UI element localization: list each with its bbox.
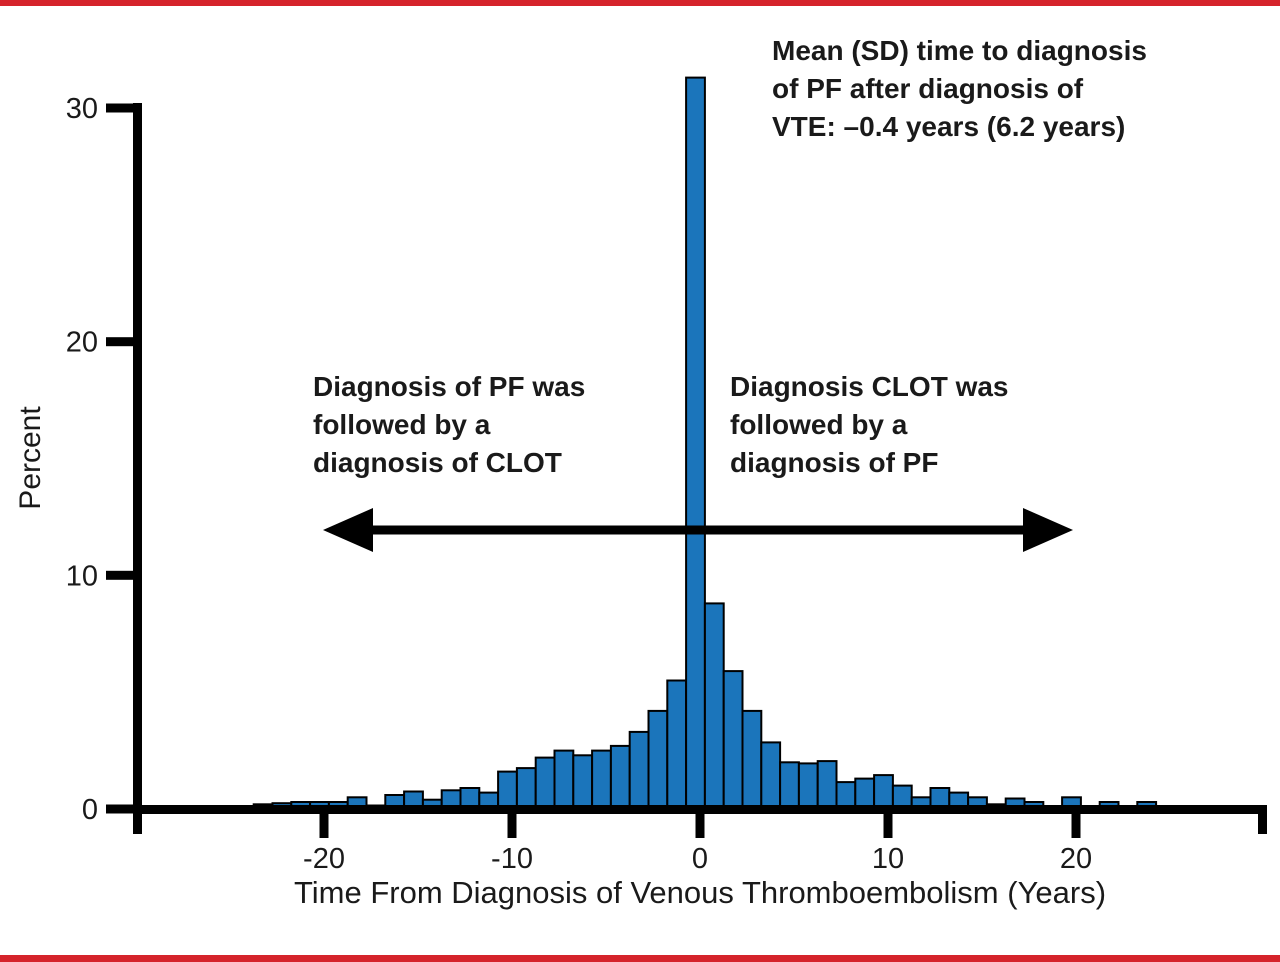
histogram-bar bbox=[553, 749, 575, 813]
annotation-line: Diagnosis CLOT was bbox=[730, 371, 1009, 402]
y-tick-label: 10 bbox=[66, 560, 98, 592]
x-tick-label: 0 bbox=[692, 843, 708, 875]
x-axis-title: Time From Diagnosis of Venous Thromboemb… bbox=[294, 875, 1106, 910]
tick-labels-group: 0 10 20 30 -20 -10 0 10 20 bbox=[66, 93, 1092, 875]
annotation-line: Mean (SD) time to diagnosis bbox=[772, 35, 1147, 66]
ticks-group bbox=[106, 103, 1081, 838]
y-tick bbox=[106, 103, 133, 113]
histogram-bar bbox=[760, 741, 782, 814]
annotation-line: diagnosis of PF bbox=[730, 447, 939, 478]
bars-group bbox=[252, 76, 1158, 814]
histogram-bar bbox=[816, 760, 838, 813]
y-axis-title: Percent bbox=[14, 406, 47, 510]
y-tick bbox=[106, 804, 133, 814]
annotation-left-of-spike: Diagnosis of PF was followed by a diagno… bbox=[313, 368, 585, 482]
x-tick-label: 10 bbox=[872, 843, 904, 875]
x-tick bbox=[695, 814, 705, 838]
y-tick bbox=[106, 570, 133, 580]
y-tick-label: 30 bbox=[66, 93, 98, 125]
histogram-bar bbox=[534, 756, 556, 813]
double-arrow-line bbox=[350, 525, 1046, 535]
histogram-bar bbox=[703, 602, 725, 814]
x-tick-label: 20 bbox=[1060, 843, 1092, 875]
histogram-bar bbox=[741, 709, 763, 814]
top-border-line bbox=[0, 0, 1280, 6]
histogram-bar bbox=[685, 76, 706, 814]
histogram-bar bbox=[628, 730, 650, 814]
y-tick-label: 0 bbox=[82, 794, 98, 826]
annotation-mean-sd: Mean (SD) time to diagnosis of PF after … bbox=[772, 32, 1147, 146]
x-axis-line bbox=[133, 805, 1267, 814]
y-tick bbox=[106, 337, 133, 347]
histogram-bar bbox=[779, 761, 800, 813]
x-tick-label: -10 bbox=[491, 843, 533, 875]
annotation-right-of-spike: Diagnosis CLOT was followed by a diagnos… bbox=[730, 368, 1009, 482]
x-tick-label: -20 bbox=[303, 843, 345, 875]
double-arrow-head-left bbox=[323, 508, 373, 552]
histogram-bar bbox=[722, 670, 744, 813]
histogram-bar bbox=[609, 744, 631, 814]
y-tick-label: 20 bbox=[66, 327, 98, 359]
annotation-line: VTE: –0.4 years (6.2 years) bbox=[772, 111, 1126, 142]
bottom-border-line bbox=[0, 955, 1280, 962]
double-arrow-head-right bbox=[1023, 508, 1073, 552]
histogram-bar bbox=[647, 709, 669, 814]
x-tick bbox=[1071, 814, 1081, 838]
double-arrow-group bbox=[323, 508, 1073, 552]
x-tick bbox=[319, 814, 329, 838]
annotation-line: diagnosis of CLOT bbox=[313, 447, 562, 478]
histogram-bar bbox=[591, 749, 612, 813]
annotation-line: Diagnosis of PF was bbox=[313, 371, 586, 402]
x-tick bbox=[507, 814, 517, 838]
y-axis-line bbox=[133, 103, 142, 834]
annotation-line: followed by a bbox=[730, 409, 908, 440]
histogram-bar bbox=[666, 679, 688, 813]
x-axis-endcap bbox=[1258, 805, 1267, 834]
histogram-bar bbox=[797, 762, 819, 814]
annotation-line: of PF after diagnosis of bbox=[772, 73, 1084, 104]
histogram-bar bbox=[572, 754, 594, 813]
annotation-line: followed by a bbox=[313, 409, 491, 440]
axes-group bbox=[133, 103, 1267, 834]
x-tick bbox=[883, 814, 893, 838]
